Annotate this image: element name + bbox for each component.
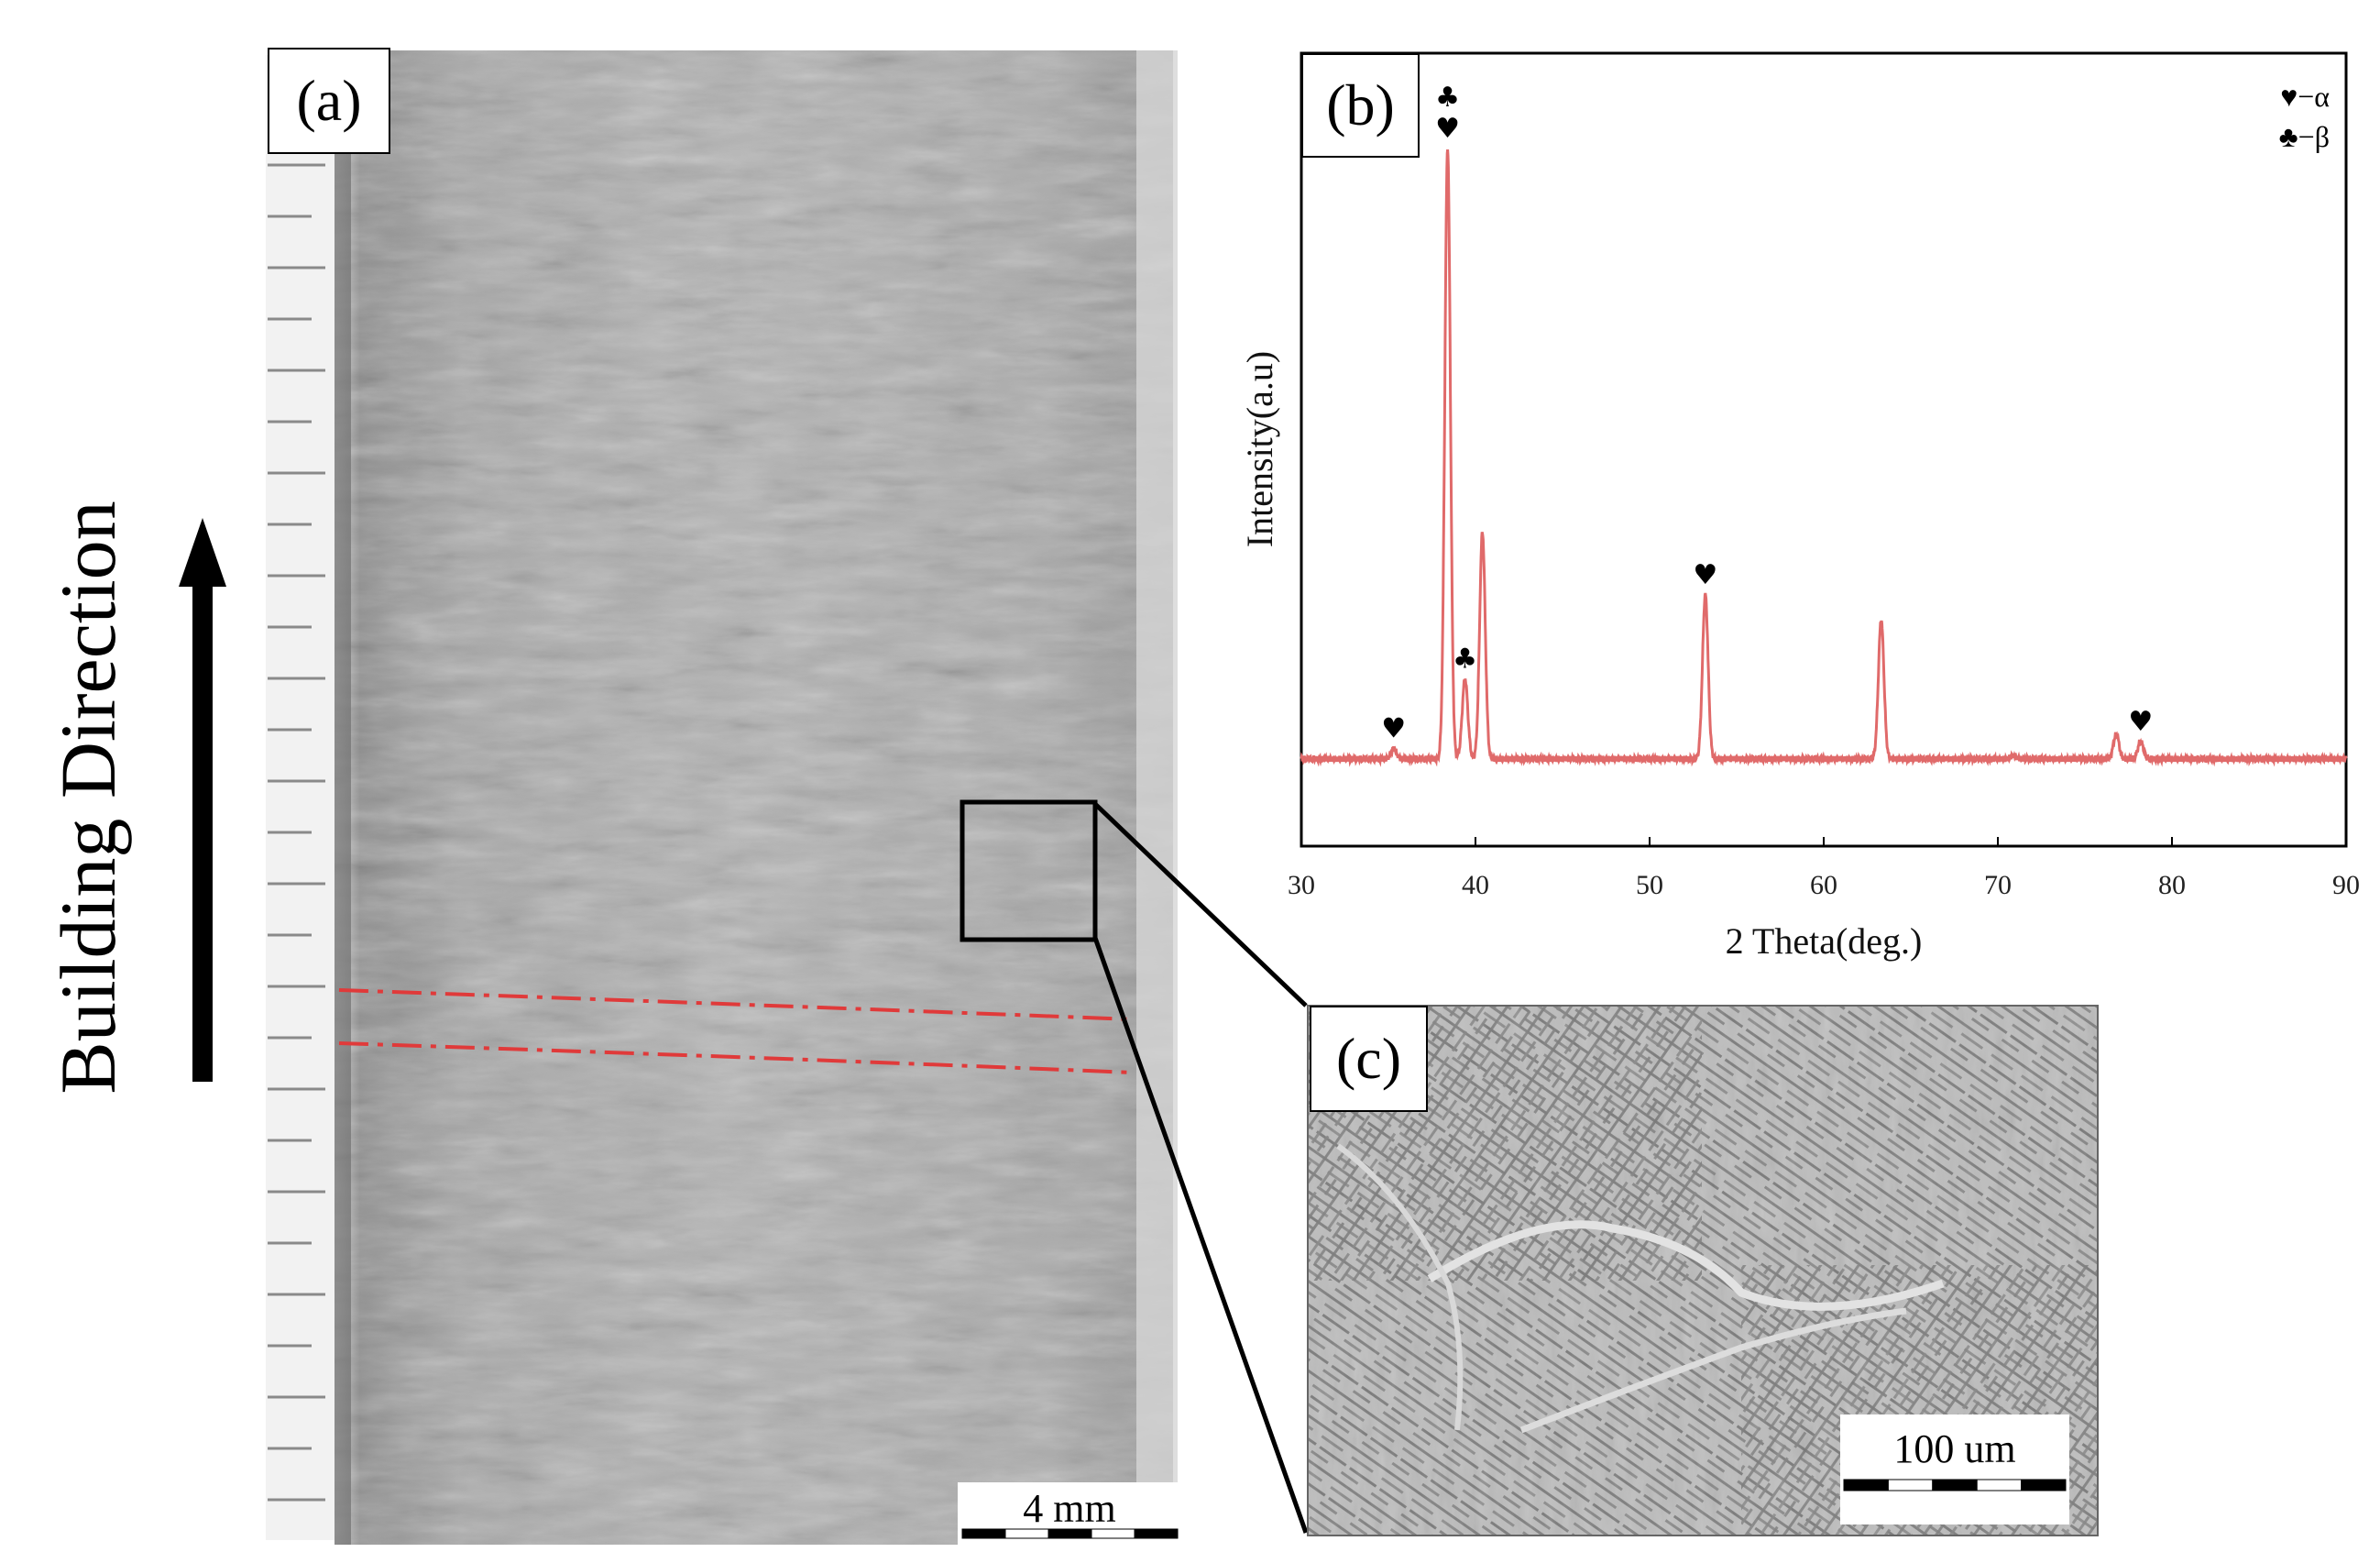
micro-scale-bar: 100 um	[1840, 1414, 2069, 1524]
scale-bar-segment	[961, 1528, 1006, 1539]
chart-plot-area	[1300, 51, 2348, 848]
zoom-connector-lines	[1092, 802, 1309, 1534]
panel-label-c: (c)	[1310, 1006, 1428, 1112]
x-tick-label: 60	[1810, 870, 1837, 900]
macro-scale-bar: 4 mm	[958, 1482, 1182, 1545]
x-tick-label: 90	[2332, 870, 2360, 900]
alpha-peak-marker: ♥	[1693, 559, 1717, 591]
macro-image	[335, 50, 1178, 1545]
xrd-series-line	[1300, 149, 2348, 767]
alpha-peak-marker: ♥	[1381, 712, 1406, 744]
x-tick-label: 30	[1288, 870, 1315, 900]
ruler-strip	[266, 55, 335, 1540]
xrd-chart: 30 40 50 60 70 80 90 ♥♣♥♣♥♥ 2 Theta(deg.) Inte…	[1239, 51, 2360, 962]
y-axis-label: Intensity(a.u)	[1239, 351, 1280, 547]
building-direction-label: Building Direction	[44, 501, 132, 1094]
macro-scale-text: 4 mm	[1023, 1486, 1115, 1531]
x-tick-label: 80	[2158, 870, 2186, 900]
zoom-box	[960, 799, 1098, 942]
panel-label-a: (a)	[268, 48, 390, 154]
x-tick-label: 40	[1462, 870, 1489, 900]
scale-bar-segment	[1887, 1479, 1934, 1491]
micro-scale-text: 100 um	[1893, 1426, 2015, 1471]
scale-bar-segment	[1932, 1479, 1978, 1491]
legend-entry: ♣−β	[2279, 120, 2330, 153]
scale-bar-segment	[2021, 1479, 2067, 1491]
x-tick-label: 50	[1636, 870, 1663, 900]
panel-label-b: (b)	[1301, 53, 1420, 158]
alpha-peak-marker: ♥	[1435, 113, 1460, 145]
microstructure-frame	[1307, 1005, 2099, 1536]
scale-bar-segment	[1843, 1479, 1889, 1491]
chart-legend: ♥−α ♣−β	[2279, 80, 2331, 153]
building-direction-arrow	[179, 518, 226, 1082]
x-tick-label: 70	[1984, 870, 2012, 900]
beta-peak-marker: ♣	[1435, 82, 1460, 114]
scale-bar-segment	[1134, 1528, 1179, 1539]
legend-entry: ♥−α	[2280, 80, 2330, 113]
scale-bar-segment	[1976, 1479, 2023, 1491]
alpha-peak-marker: ♥	[2128, 706, 2153, 738]
x-axis-label: 2 Theta(deg.)	[1726, 920, 1923, 962]
layer-boundary-lines	[338, 988, 1133, 1074]
beta-peak-marker: ♣	[1453, 643, 1477, 675]
